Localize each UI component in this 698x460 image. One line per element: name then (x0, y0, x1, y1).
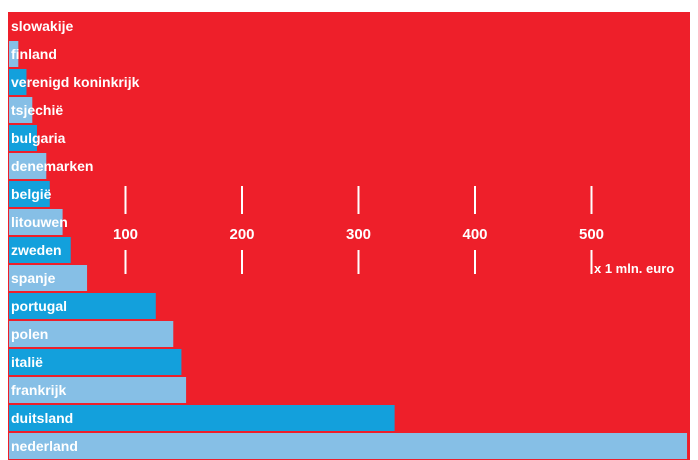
bar-15 (9, 433, 688, 459)
bar-13 (9, 377, 187, 403)
tick-label: 200 (229, 226, 254, 243)
category-label: litouwen (11, 214, 68, 230)
category-label: italië (11, 354, 43, 370)
category-label: zweden (11, 242, 62, 258)
tick-label: 400 (462, 226, 487, 243)
bar-12 (9, 349, 182, 375)
category-label: nederland (11, 438, 78, 454)
category-label: finland (11, 46, 57, 62)
bar-6 (9, 181, 50, 207)
bar-2 (9, 69, 27, 95)
tick-label: 300 (346, 226, 371, 243)
category-label: verenigd koninkrijk (11, 74, 140, 90)
bar-11 (9, 321, 174, 347)
category-label: denemarken (11, 158, 93, 174)
tick-label: 500 (579, 226, 604, 243)
category-label: frankrijk (11, 382, 66, 398)
category-label: slowakije (11, 18, 73, 34)
category-label: portugal (11, 298, 67, 314)
bar-10 (9, 293, 156, 319)
category-label: polen (11, 326, 48, 342)
bar-3 (9, 97, 33, 123)
category-label: belgië (11, 186, 52, 202)
unit-label: x 1 mln. euro (594, 261, 674, 276)
bar-1 (9, 41, 19, 67)
tick-label: 100 (113, 226, 138, 243)
bar-8 (9, 237, 71, 263)
category-label: bulgaria (11, 130, 66, 146)
category-label: tsjechië (11, 102, 63, 118)
bar-14 (9, 405, 395, 431)
bar-5 (9, 153, 47, 179)
bar-chart: slowakije finland verenigd koninkrijk tsjec… (8, 12, 690, 460)
category-label: spanje (11, 270, 56, 286)
bar-9 (9, 265, 88, 291)
bar-4 (9, 125, 37, 151)
bar-7 (9, 209, 63, 235)
category-label: duitsland (11, 410, 73, 426)
